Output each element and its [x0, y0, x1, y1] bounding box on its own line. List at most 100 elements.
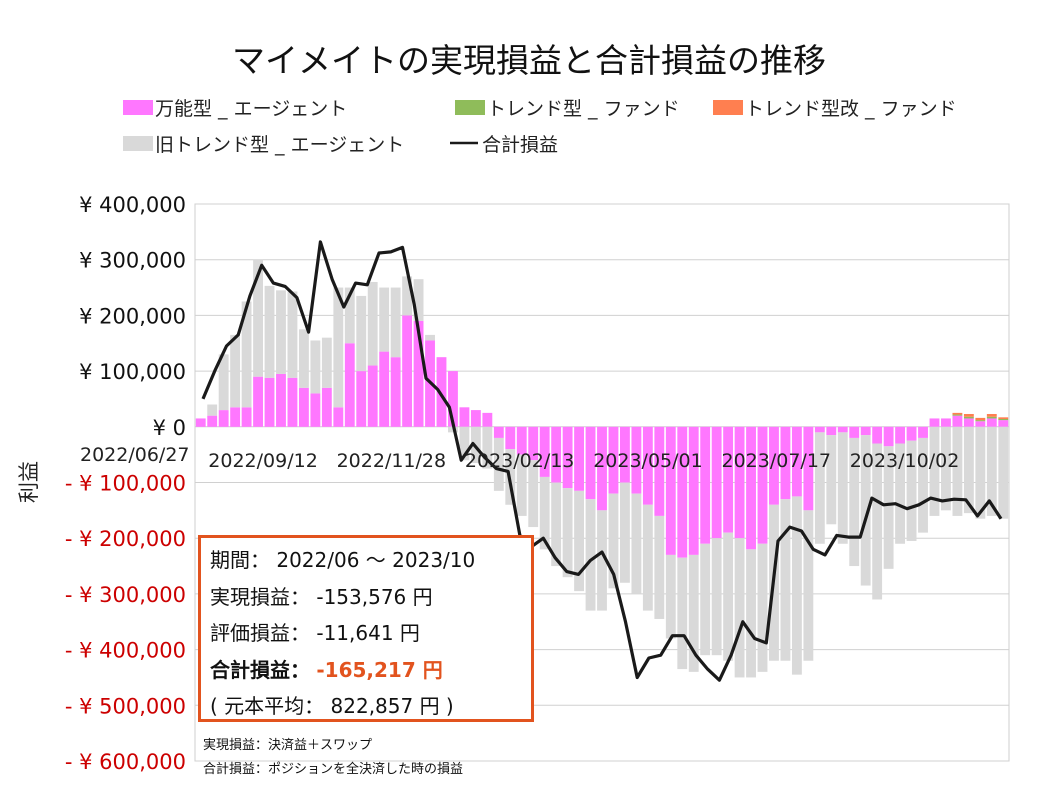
- bar: [344, 343, 355, 427]
- legend-label: 合計損益: [482, 134, 558, 156]
- bar: [849, 437, 860, 567]
- bar: [837, 426, 848, 433]
- bar: [975, 426, 986, 519]
- bar: [207, 415, 218, 427]
- bar: [413, 320, 424, 427]
- plot-area: 2022/06/27 2022/09/12 2022/11/28 2023/02/13…: [80, 203, 1010, 762]
- bar: [402, 315, 413, 427]
- bar: [597, 426, 607, 511]
- bar: [241, 301, 252, 408]
- bar: [895, 443, 906, 544]
- y-tick-label: ¥ 400,000: [79, 193, 186, 217]
- bar: [459, 426, 470, 461]
- bar: [367, 365, 378, 427]
- bar: [700, 543, 711, 656]
- bar: [551, 482, 562, 567]
- bar: [436, 357, 447, 427]
- y-tick-label: - ¥ 100,000: [65, 472, 186, 496]
- bar: [998, 419, 1009, 421]
- bar: [665, 426, 676, 555]
- summary-box: 期間： 2022/06 ～ 2023/10 実現損益： -153,576 円 評…: [198, 535, 534, 722]
- bar: [585, 499, 596, 611]
- bar: [883, 426, 894, 447]
- bar: [757, 543, 768, 672]
- bar: [516, 454, 527, 516]
- bar: [769, 426, 779, 505]
- bar: [941, 418, 951, 427]
- bar: [551, 426, 562, 483]
- bar: [883, 446, 894, 569]
- bar: [597, 510, 607, 611]
- bar: [470, 410, 481, 427]
- legend-swatch: [455, 100, 485, 115]
- bar: [402, 276, 413, 316]
- summary-total-label: 合計損益：: [210, 657, 310, 682]
- bar: [310, 393, 321, 427]
- legend-label: 旧トレンド型 _ エージェント: [155, 134, 404, 156]
- bar: [287, 291, 298, 378]
- bar: [814, 426, 825, 433]
- bar: [872, 443, 883, 600]
- bar: [746, 549, 756, 678]
- bar: [562, 488, 573, 578]
- bar: [803, 510, 814, 661]
- bar: [264, 285, 275, 378]
- y-tick-label: ¥ 300,000: [79, 249, 186, 273]
- bar: [860, 435, 871, 586]
- bar: [814, 432, 825, 544]
- bar: [860, 426, 871, 436]
- bar: [642, 504, 653, 611]
- bar: [413, 279, 424, 321]
- bar: [287, 377, 298, 427]
- bar: [218, 354, 229, 411]
- bar: [929, 426, 940, 516]
- bar: [356, 295, 367, 372]
- summary-principal: ( 元本平均： 822,857 円 ): [210, 694, 454, 718]
- bar: [654, 426, 665, 516]
- bar: [321, 337, 332, 388]
- bar: [906, 426, 917, 441]
- bar: [276, 373, 286, 427]
- bar: [849, 426, 860, 438]
- bar: [619, 482, 630, 583]
- bars: [195, 259, 1009, 678]
- bar: [998, 420, 1009, 427]
- y-tick-label: ¥ 200,000: [79, 304, 186, 328]
- x-tick-label: 2022/06/27: [80, 444, 190, 466]
- bar: [746, 426, 756, 550]
- y-tick-label: - ¥ 300,000: [65, 583, 186, 607]
- bar: [998, 426, 1009, 519]
- bar: [837, 432, 848, 544]
- bar: [253, 259, 263, 377]
- bar: [379, 287, 390, 352]
- bar: [826, 435, 837, 525]
- bar: [631, 426, 642, 494]
- bar: [516, 426, 527, 455]
- x-tick-label: 2023/07/17: [722, 450, 832, 472]
- bar: [723, 426, 734, 533]
- bar: [975, 417, 986, 421]
- bar: [493, 437, 504, 491]
- summary-period: 期間： 2022/06 ～ 2023/10: [210, 548, 476, 572]
- summary-realized: 実現損益： -153,576 円: [210, 584, 433, 609]
- bar: [791, 496, 802, 675]
- bar: [963, 426, 974, 514]
- bar: [711, 538, 722, 656]
- total-line: [201, 240, 1003, 682]
- bar: [528, 426, 539, 461]
- bar: [975, 421, 986, 427]
- bar: [654, 515, 665, 619]
- y-tick-label: - ¥ 400,000: [65, 639, 186, 663]
- bar: [986, 416, 997, 419]
- bar: [218, 410, 229, 427]
- x-tick-label: 2022/09/12: [208, 450, 318, 472]
- x-tick-label: 2022/11/28: [337, 450, 447, 472]
- bar: [367, 281, 378, 366]
- bar: [574, 490, 585, 592]
- bar: [344, 287, 355, 344]
- bar: [734, 426, 745, 539]
- bar: [298, 329, 309, 388]
- bar: [448, 371, 458, 427]
- bar: [562, 426, 573, 489]
- bar: [826, 426, 837, 436]
